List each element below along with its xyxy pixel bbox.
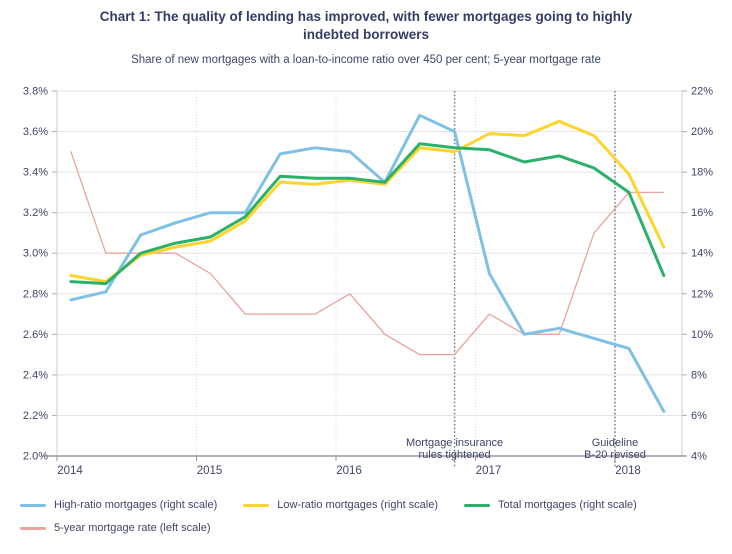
legend-row: High-ratio mortgages (right scale) Low-r… bbox=[20, 499, 720, 511]
right-axis-tick-label: 16% bbox=[691, 207, 713, 219]
right-axis-tick-label: 18% bbox=[691, 167, 713, 179]
chart-legend: High-ratio mortgages (right scale) Low-r… bbox=[20, 499, 720, 545]
legend-label: Low-ratio mortgages (right scale) bbox=[277, 499, 439, 511]
right-axis-tick-label: 20% bbox=[691, 126, 713, 138]
right-axis-tick-label: 4% bbox=[691, 451, 707, 463]
series-total-mortgages bbox=[69, 142, 666, 286]
left-axis-tick-label: 3.6% bbox=[23, 126, 48, 138]
total-line-swatch-icon bbox=[464, 503, 491, 507]
left-axis-tick-label: 3.4% bbox=[23, 167, 48, 179]
right-axis-tick-label: 22% bbox=[691, 86, 713, 98]
x-axis-tick-label: 2017 bbox=[476, 465, 502, 477]
chart-subtitle: Share of new mortgages with a loan-to-in… bbox=[131, 54, 601, 66]
legend-row: 5-year mortgage rate (left scale) bbox=[20, 522, 720, 534]
legend-item-low-ratio: Low-ratio mortgages (right scale) bbox=[243, 499, 438, 511]
legend-item-high-ratio: High-ratio mortgages (right scale) bbox=[20, 499, 217, 511]
left-axis-tick-label: 2.6% bbox=[23, 329, 48, 341]
legend-item-rate: 5-year mortgage rate (left scale) bbox=[20, 522, 211, 534]
right-axis-tick-label: 6% bbox=[691, 410, 707, 422]
x-axis-tick-label: 2016 bbox=[336, 465, 362, 477]
left-axis-tick-label: 3.0% bbox=[23, 248, 48, 260]
right-axis-tick-label: 12% bbox=[691, 288, 713, 300]
series-5-year-mortgage-rate bbox=[70, 151, 665, 356]
left-axis-tick-label: 2.2% bbox=[23, 410, 48, 422]
left-axis-tick-label: 2.0% bbox=[23, 451, 48, 463]
series-low-ratio-mortgages bbox=[69, 119, 666, 284]
left-axis-tick-label: 3.8% bbox=[23, 86, 48, 98]
series-high-ratio-mortgages bbox=[69, 113, 666, 413]
legend-label: 5-year mortgage rate (left scale) bbox=[54, 522, 211, 534]
annotation-text: Guideline B-20 revised bbox=[584, 437, 646, 461]
left-axis-tick-label: 2.8% bbox=[23, 288, 48, 300]
legend-label: Total mortgages (right scale) bbox=[498, 499, 637, 511]
legend-item-total: Total mortgages (right scale) bbox=[464, 499, 637, 511]
x-axis-tick-label: 2014 bbox=[57, 465, 83, 477]
legend-label: High-ratio mortgages (right scale) bbox=[54, 499, 218, 511]
annotation-text: Mortgage insurance rules tightened bbox=[406, 437, 503, 461]
chart-title: Chart 1: The quality of lending has impr… bbox=[99, 9, 633, 43]
right-axis-tick-label: 8% bbox=[691, 369, 707, 381]
rate-line-swatch-icon bbox=[20, 526, 46, 530]
x-axis-tick-label: 2018 bbox=[615, 465, 641, 477]
low-ratio-line-swatch-icon bbox=[243, 503, 270, 507]
right-axis-tick-label: 14% bbox=[691, 248, 713, 260]
x-axis-tick-label: 2015 bbox=[197, 465, 223, 477]
high-ratio-line-swatch-icon bbox=[20, 503, 46, 507]
right-axis-tick-label: 10% bbox=[691, 329, 713, 341]
left-axis-tick-label: 2.4% bbox=[23, 369, 48, 381]
left-axis-tick-label: 3.2% bbox=[23, 207, 48, 219]
